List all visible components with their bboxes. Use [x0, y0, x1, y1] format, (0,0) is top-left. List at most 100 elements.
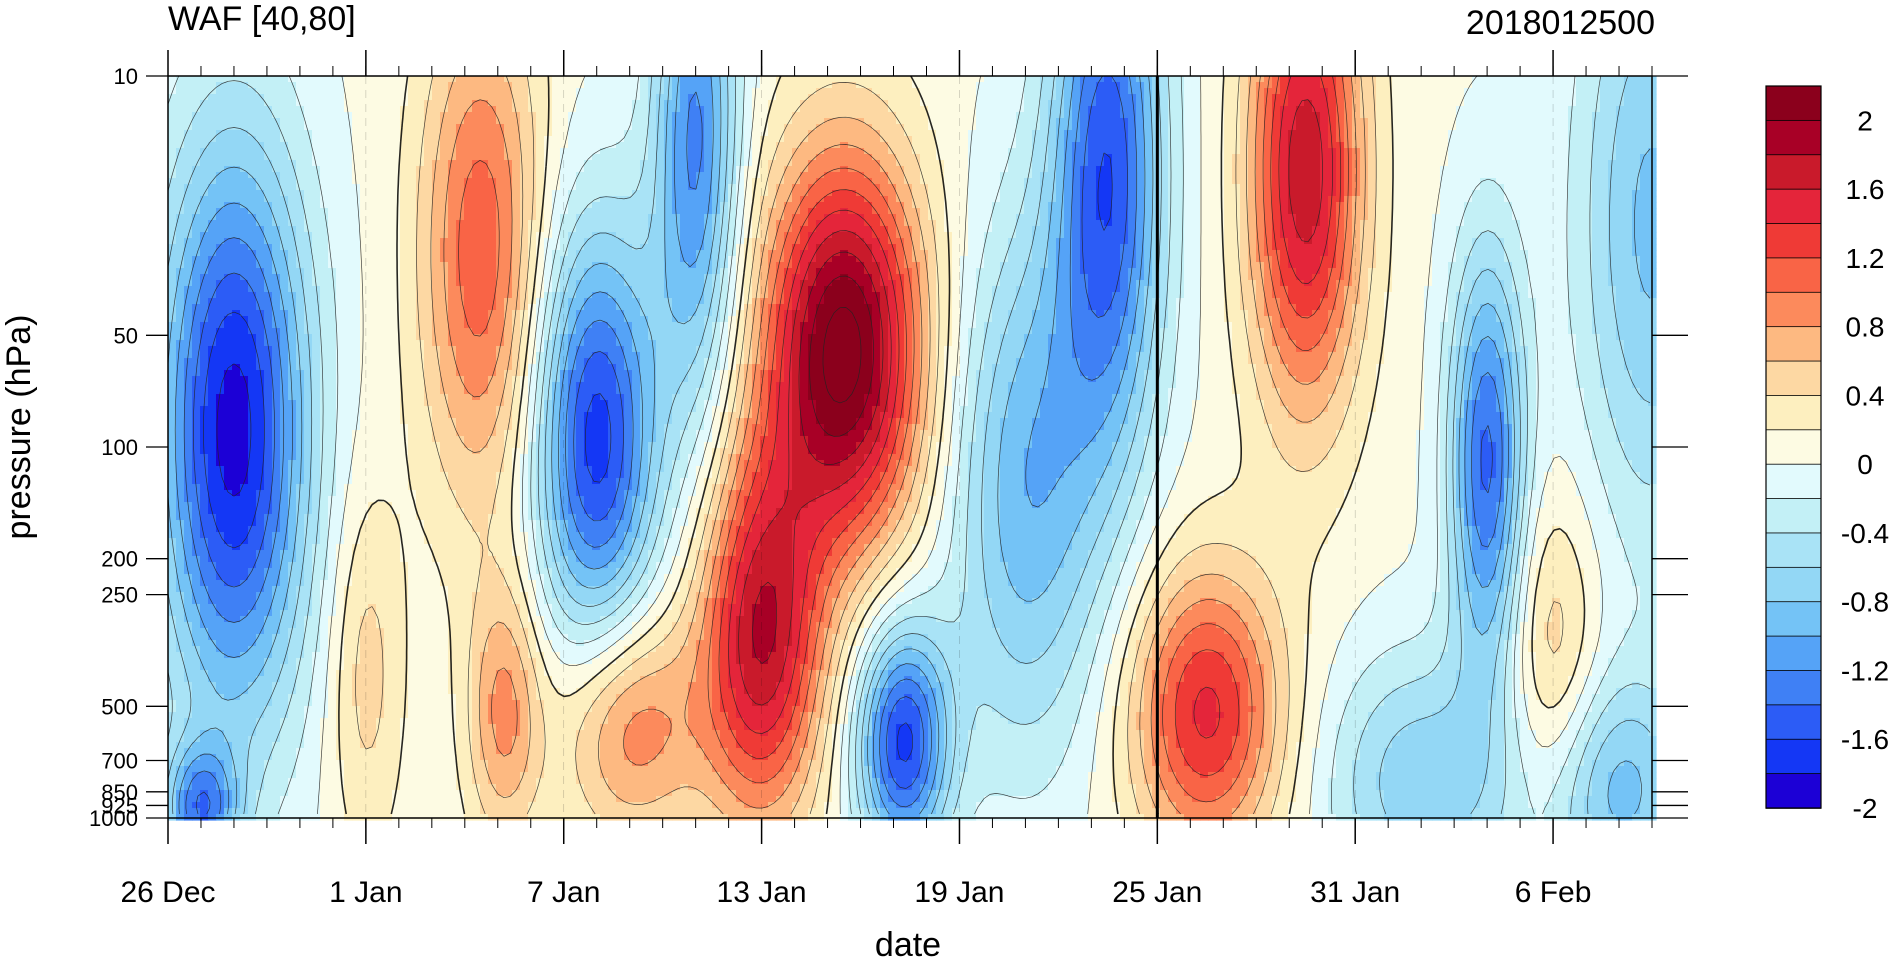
contour-cell [856, 136, 865, 143]
contour-cell [1600, 112, 1609, 119]
contour-cell [1008, 160, 1017, 167]
contour-cell [208, 154, 217, 161]
contour-cell [1056, 160, 1065, 167]
contour-cell [392, 142, 401, 149]
contour-cell [1504, 100, 1513, 107]
contour-cell [528, 124, 537, 131]
contour-cell [304, 112, 313, 119]
contour-cell [328, 124, 337, 131]
contour-cell [1640, 154, 1649, 161]
contour-cell [184, 112, 193, 119]
contour-cell [1160, 124, 1169, 131]
contour-cell [272, 94, 281, 101]
contour-cell [624, 142, 633, 149]
contour-cell [784, 148, 793, 155]
contour-cell [1008, 148, 1017, 155]
contour-cell [944, 76, 953, 83]
contour-cell [1208, 112, 1217, 119]
contour-cell [1192, 118, 1201, 125]
contour-cell [1560, 88, 1569, 95]
contour-cell [888, 94, 897, 101]
contour-cell [1096, 124, 1105, 131]
contour-cell [168, 124, 177, 131]
contour-cell [624, 148, 633, 155]
contour-cell [1528, 88, 1537, 95]
contour-cell [1472, 160, 1481, 167]
contour-cell [608, 124, 617, 131]
contour-cell [960, 118, 969, 125]
contour-cell [1104, 100, 1113, 107]
contour-cell [176, 160, 185, 167]
contour-cell [216, 160, 225, 167]
contour-cell [616, 76, 625, 83]
contour-cell [256, 112, 265, 119]
contour-cell [1408, 160, 1417, 167]
contour-cell [1264, 88, 1273, 95]
contour-cell [384, 154, 393, 161]
contour-cell [1224, 118, 1233, 125]
contour-cell [1288, 136, 1297, 143]
contour-cell [608, 154, 617, 161]
contour-cell [472, 130, 481, 137]
contour-cell [520, 88, 529, 95]
contour-cell [792, 136, 801, 143]
contour-cell [1520, 82, 1529, 89]
contour-cell [1528, 76, 1537, 83]
contour-cell [1560, 94, 1569, 101]
contour-cell [592, 94, 601, 101]
contour-cell [1440, 94, 1449, 101]
contour-cell [1512, 154, 1521, 161]
contour-cell [1560, 100, 1569, 107]
contour-cell [320, 136, 329, 143]
contour-cell [1528, 118, 1537, 125]
contour-cell [392, 130, 401, 137]
contour-cell [328, 130, 337, 137]
contour-cell [1000, 118, 1009, 125]
contour-cell [184, 106, 193, 113]
contour-cell [744, 118, 753, 125]
contour-cell [224, 154, 233, 161]
contour-cell [1240, 112, 1249, 119]
contour-cell [688, 112, 697, 119]
contour-cell [1280, 148, 1289, 155]
contour-cell [1256, 130, 1265, 137]
contour-cell [1440, 154, 1449, 161]
contour-cell [792, 100, 801, 107]
contour-cell [272, 130, 281, 137]
contour-cell [1192, 154, 1201, 161]
contour-cell [784, 124, 793, 131]
contour-cell [824, 106, 833, 113]
contour-cell [448, 130, 457, 137]
contour-cell [600, 82, 609, 89]
contour-cell [1624, 142, 1633, 149]
contour-cell [704, 136, 713, 143]
contour-cell [1128, 106, 1137, 113]
contour-cell [1376, 76, 1385, 83]
contour-cell [864, 160, 873, 167]
contour-cell [1384, 124, 1393, 131]
contour-cell [200, 160, 209, 167]
contour-cell [1560, 76, 1569, 83]
contour-cell [1528, 130, 1537, 137]
contour-cell [1296, 154, 1305, 161]
contour-cell [1240, 142, 1249, 149]
contour-cell [1616, 136, 1625, 143]
contour-cell [224, 142, 233, 149]
contour-cell [608, 118, 617, 125]
contour-cell [704, 94, 713, 101]
contour-cell [1176, 112, 1185, 119]
contour-cell [856, 130, 865, 137]
contour-cell [1008, 82, 1017, 89]
contour-cell [704, 130, 713, 137]
contour-cell [552, 94, 561, 101]
contour-cell [368, 148, 377, 155]
contour-cell [712, 160, 721, 167]
contour-cell [256, 106, 265, 113]
contour-cell [256, 130, 265, 137]
contour-cell [912, 112, 921, 119]
contour-cell [1600, 142, 1609, 149]
contour-cell [296, 136, 305, 143]
contour-cell [1008, 88, 1017, 95]
contour-cell [1416, 100, 1425, 107]
contour-cell [640, 88, 649, 95]
